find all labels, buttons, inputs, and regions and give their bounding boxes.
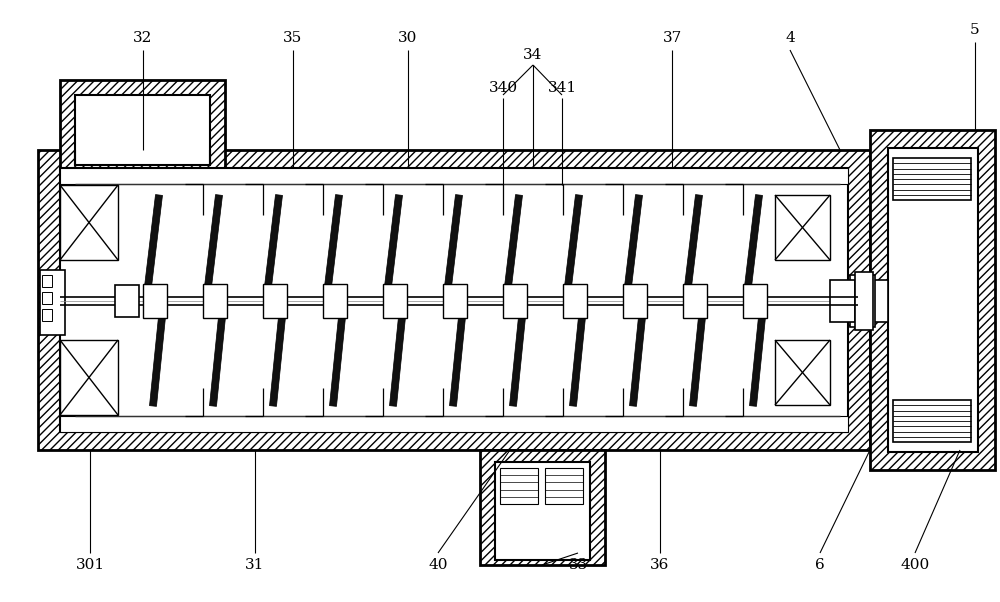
Bar — [503, 284, 527, 318]
Text: 31: 31 — [245, 558, 265, 572]
Text: 5: 5 — [970, 23, 980, 37]
Bar — [563, 284, 587, 318]
Bar — [855, 272, 873, 330]
Bar — [495, 462, 590, 560]
Polygon shape — [150, 306, 166, 406]
Bar — [60, 80, 225, 170]
Bar — [60, 340, 118, 415]
Polygon shape — [450, 306, 466, 406]
Bar — [60, 416, 848, 432]
Polygon shape — [144, 194, 162, 296]
Text: 340: 340 — [488, 81, 518, 95]
Bar — [383, 284, 407, 318]
Polygon shape — [750, 306, 766, 406]
Bar — [480, 450, 605, 565]
Bar — [623, 284, 647, 318]
Text: 34: 34 — [523, 48, 543, 62]
Bar — [850, 275, 875, 327]
Bar — [893, 400, 971, 442]
Polygon shape — [204, 194, 222, 296]
Text: 341: 341 — [547, 81, 577, 95]
Polygon shape — [630, 306, 646, 406]
Polygon shape — [744, 194, 762, 296]
Polygon shape — [384, 194, 402, 296]
Bar — [683, 284, 707, 318]
Polygon shape — [684, 194, 702, 296]
Polygon shape — [624, 194, 642, 296]
Bar — [263, 284, 287, 318]
Polygon shape — [324, 194, 342, 296]
Text: 30: 30 — [398, 31, 418, 45]
Bar — [443, 284, 467, 318]
Text: 4: 4 — [785, 31, 795, 45]
Polygon shape — [270, 306, 286, 406]
Bar — [115, 285, 139, 317]
Text: 32: 32 — [133, 31, 153, 45]
Polygon shape — [510, 306, 526, 406]
Bar — [60, 185, 118, 260]
Bar — [60, 168, 848, 184]
Polygon shape — [570, 306, 586, 406]
Text: 36: 36 — [650, 558, 670, 572]
Bar — [143, 284, 167, 318]
Text: 35: 35 — [283, 31, 303, 45]
Polygon shape — [504, 194, 522, 296]
Polygon shape — [210, 306, 226, 406]
Text: 33: 33 — [568, 558, 588, 572]
Bar — [830, 280, 855, 322]
Bar — [870, 130, 995, 470]
Polygon shape — [390, 306, 406, 406]
Text: 40: 40 — [428, 558, 448, 572]
Bar — [775, 195, 830, 260]
Bar — [870, 280, 888, 322]
Bar — [40, 270, 65, 335]
Bar — [42, 309, 52, 321]
Bar — [60, 168, 848, 432]
Bar — [545, 468, 583, 504]
Bar — [42, 275, 52, 287]
Bar — [888, 148, 978, 452]
Bar — [323, 284, 347, 318]
Polygon shape — [330, 306, 346, 406]
Polygon shape — [564, 194, 582, 296]
Bar — [203, 284, 227, 318]
Text: 6: 6 — [815, 558, 825, 572]
Text: 37: 37 — [662, 31, 682, 45]
Polygon shape — [444, 194, 462, 296]
Bar — [38, 150, 870, 450]
Bar — [500, 468, 538, 504]
Bar — [893, 158, 971, 200]
Bar — [75, 95, 210, 165]
Text: 301: 301 — [75, 558, 105, 572]
Bar — [42, 292, 52, 304]
Bar — [743, 284, 767, 318]
Bar — [775, 340, 830, 405]
Text: 400: 400 — [900, 558, 930, 572]
Polygon shape — [690, 306, 706, 406]
Polygon shape — [264, 194, 282, 296]
